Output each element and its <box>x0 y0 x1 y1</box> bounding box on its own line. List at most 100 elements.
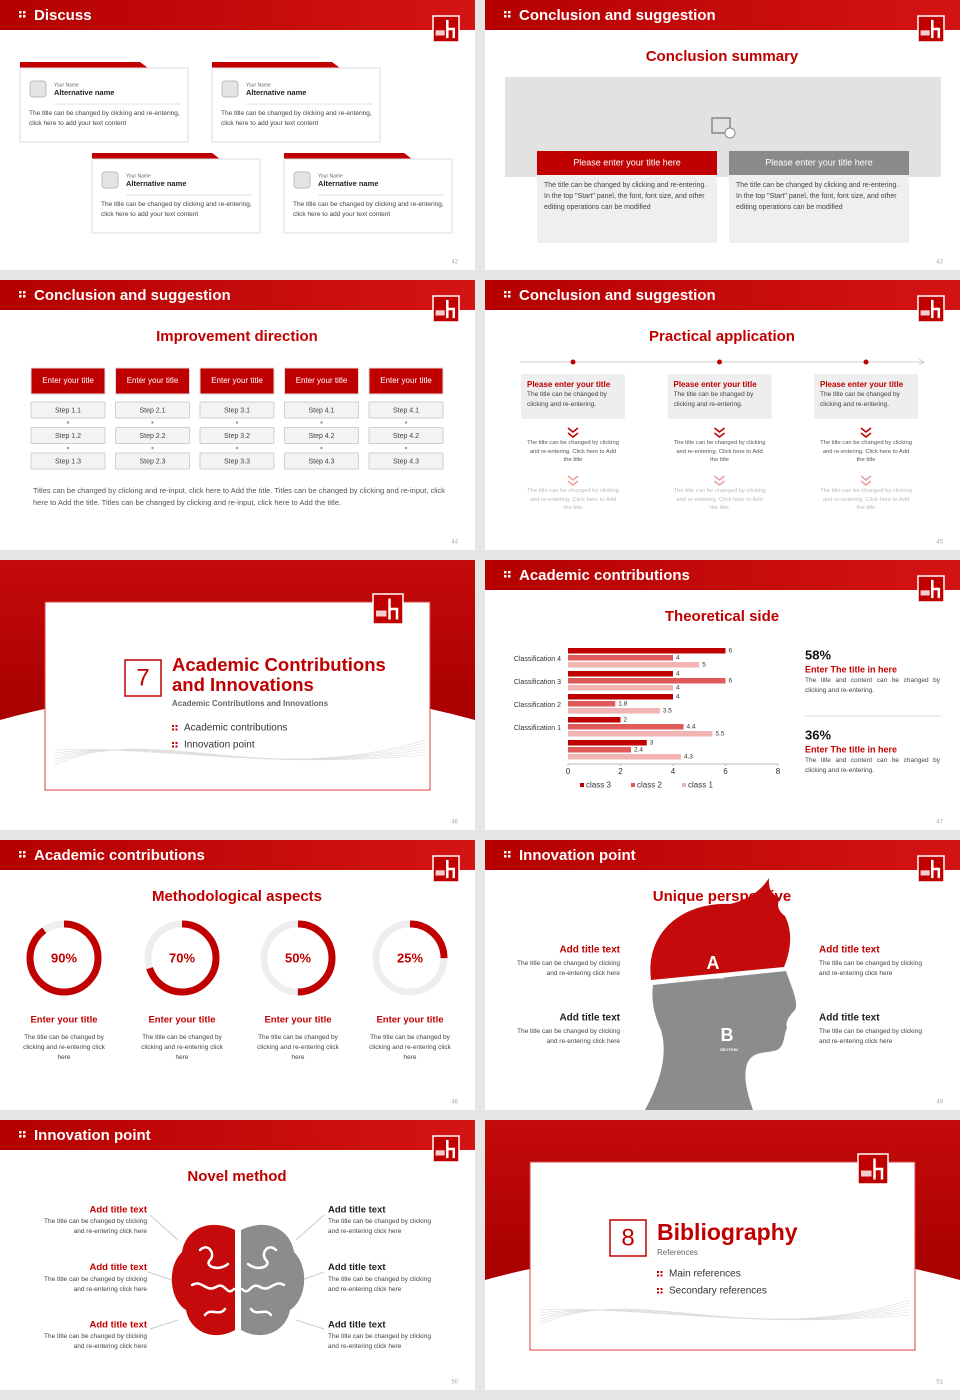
stat-text: The title and content can be changed by … <box>805 677 940 695</box>
item-text-box: The title can be changed by clicking and… <box>819 1028 922 1045</box>
item-title: Add title text <box>328 1205 386 1216</box>
step-label: Step 1.3 <box>55 458 81 465</box>
section-subtitle: References <box>657 1248 698 1257</box>
stat-title: Enter The title in here <box>805 664 897 674</box>
bar <box>568 701 616 707</box>
chevron <box>714 475 725 481</box>
card <box>211 67 381 143</box>
item-text: The title can be changed by clicking and… <box>527 488 619 512</box>
brain-right <box>241 1224 305 1336</box>
bar <box>568 747 631 753</box>
bullet-dot <box>19 1135 22 1138</box>
bullet-dot <box>504 11 507 14</box>
ring-arc <box>372 920 448 996</box>
logo <box>917 295 945 323</box>
card <box>91 158 261 234</box>
column-title: Please enter your title <box>820 380 904 389</box>
header-bar <box>485 840 960 870</box>
item-title: Add title text <box>819 1013 880 1024</box>
bullet-dot <box>23 295 26 298</box>
bullet-dot <box>19 295 22 298</box>
bar <box>568 655 673 661</box>
item-title: Add title text <box>328 1262 386 1273</box>
step-label: Step 4.1 <box>308 407 334 414</box>
section-card <box>529 1161 916 1351</box>
timeline-dot <box>717 359 722 365</box>
bullet-dot <box>504 575 507 578</box>
column-header <box>30 367 106 395</box>
data-label: 5.5 <box>715 731 724 738</box>
wave <box>54 748 426 760</box>
slide: 46 7 Academic Contributions and Innovation… <box>0 560 475 830</box>
logo-mark <box>388 598 399 620</box>
header-title: Conclusion and suggestion <box>34 287 231 304</box>
logo-mark <box>873 1158 884 1180</box>
ring-text: The title can be changed by clicking and… <box>369 1034 451 1062</box>
item-text-box: The title can be changed by clicking and… <box>517 960 620 978</box>
chevron <box>860 427 872 433</box>
slide-title: Novel method <box>187 1168 286 1185</box>
ring-text-box: The title can be changed by clicking and… <box>23 1034 105 1061</box>
item-text: The title can be changed by clicking and… <box>517 960 620 978</box>
step-label: Step 2.1 <box>139 407 165 414</box>
card-text-box: The title can be changed by clicking and… <box>221 110 372 127</box>
slide: 47 Academic contributions Theoretical side… <box>485 560 960 830</box>
spoke <box>295 1319 325 1330</box>
column-text: The title can be changed by clicking and… <box>527 391 607 409</box>
item-title: Add title text <box>89 1320 147 1331</box>
box-header <box>537 151 717 175</box>
column-header <box>368 367 444 395</box>
wave <box>539 1305 911 1320</box>
slide-title: Improvement direction <box>156 328 318 345</box>
logo <box>917 15 945 43</box>
section-item: Academic contributions <box>184 723 287 734</box>
slide-title: Methodological aspects <box>152 888 322 905</box>
slide-bg <box>485 560 960 830</box>
page-number: 42 <box>451 260 458 266</box>
data-label: 4 <box>676 685 680 692</box>
step-dot <box>320 421 323 424</box>
logo-band <box>920 870 930 876</box>
chevron <box>714 427 725 433</box>
section-number: 8 <box>621 1224 634 1251</box>
step-label: Step 4.3 <box>308 458 334 465</box>
step-label: Step 3.1 <box>224 407 250 414</box>
page-number: 46 <box>451 820 458 826</box>
chevron <box>860 432 872 438</box>
bullet-dot <box>19 851 22 854</box>
bullet-dot <box>660 1271 663 1273</box>
step-dot <box>404 421 408 424</box>
item-text: The title can be changed by clicking and… <box>820 440 912 464</box>
card-text-box: The title can be changed by clicking and… <box>29 110 180 127</box>
bullet-dot <box>504 15 507 18</box>
bullet-dot <box>23 15 26 18</box>
page-number: 51 <box>936 1380 943 1386</box>
page-number: 45 <box>936 540 943 546</box>
step-box <box>284 427 359 444</box>
bar <box>568 694 673 700</box>
name: Alternative name <box>126 179 186 188</box>
step-label: Step 4.3 <box>393 458 419 465</box>
item-text-box: The title can be changed by clicking and… <box>517 1028 620 1045</box>
item-text: The title can be changed by clicking and… <box>328 1218 431 1236</box>
slide-bg <box>0 1120 475 1390</box>
slide-title: Practical application <box>649 328 795 345</box>
x-tick-label: 2 <box>618 767 623 776</box>
step-label: Step 1.2 <box>55 433 81 440</box>
bullet-dot <box>23 855 26 858</box>
header-title: Conclusion and suggestion <box>519 7 716 24</box>
bullet-dot <box>508 571 511 574</box>
bullet-dot <box>172 742 174 744</box>
item-text: The title can be changed by clicking and… <box>819 960 922 978</box>
ring-label: 70% <box>169 950 195 965</box>
bar <box>568 648 726 654</box>
page-number: 44 <box>451 540 458 546</box>
category-label: Classification 3 <box>514 679 561 686</box>
logo-mark <box>931 859 941 879</box>
item-text-box: The title can be changed by clicking and… <box>44 1276 147 1293</box>
page-number: 50 <box>451 1380 458 1386</box>
section-number: 7 <box>136 664 149 691</box>
section-title: Academic Contributions and Innovations <box>172 655 386 695</box>
